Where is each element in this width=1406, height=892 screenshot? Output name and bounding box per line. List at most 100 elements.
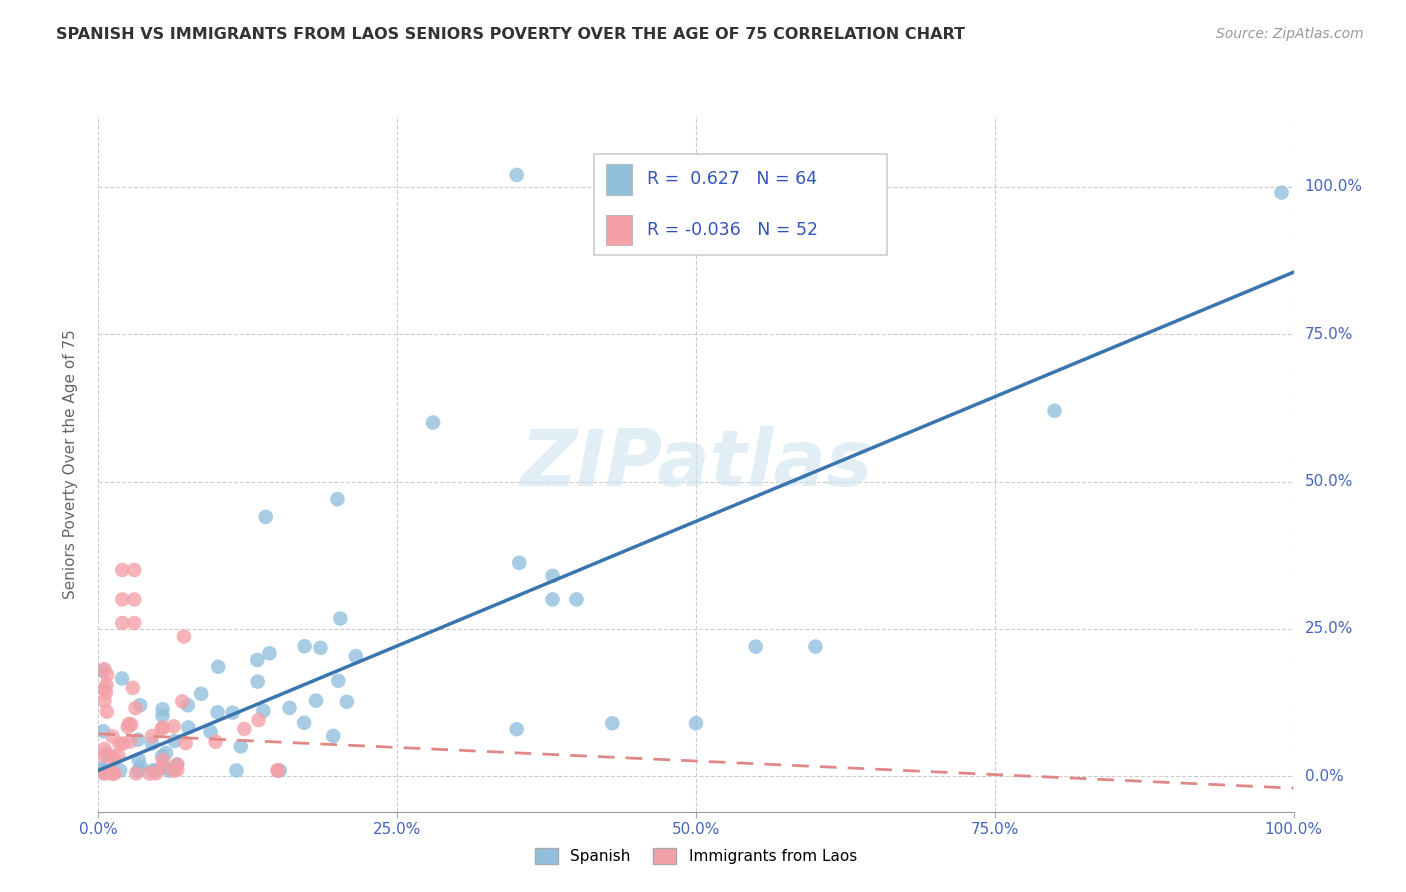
Point: [292, 715, 315, 730]
Point: [336, 695, 359, 709]
Point: [329, 611, 352, 625]
Point: [207, 706, 229, 720]
Point: [90, 761, 112, 775]
Point: [745, 640, 768, 654]
Point: [91, 764, 114, 778]
Point: [103, 766, 125, 780]
Point: [129, 698, 152, 713]
Point: [96, 678, 118, 692]
Point: [508, 556, 530, 570]
Point: [93, 694, 115, 708]
Point: [152, 753, 174, 767]
Point: [804, 640, 827, 654]
Point: [127, 732, 149, 747]
Point: [125, 766, 148, 780]
Point: [207, 660, 229, 674]
Point: [93, 748, 115, 763]
Point: [177, 698, 200, 713]
Point: [103, 766, 125, 780]
Point: [124, 615, 146, 630]
Point: [152, 702, 174, 716]
Point: [117, 720, 139, 734]
Point: [177, 721, 200, 735]
Text: SPANISH VS IMMIGRANTS FROM LAOS SENIORS POVERTY OVER THE AGE OF 75 CORRELATION C: SPANISH VS IMMIGRANTS FROM LAOS SENIORS …: [56, 27, 966, 42]
Point: [166, 757, 188, 772]
Point: [541, 569, 564, 583]
Point: [138, 766, 160, 780]
Y-axis label: Seniors Poverty Over the Age of 75: Seniors Poverty Over the Age of 75: [63, 329, 77, 599]
Point: [685, 716, 707, 731]
Point: [163, 719, 186, 733]
Point: [145, 766, 167, 780]
Point: [246, 674, 269, 689]
Point: [506, 168, 529, 182]
Point: [93, 681, 115, 696]
Text: 25.0%: 25.0%: [1305, 622, 1353, 636]
Point: [204, 735, 226, 749]
Point: [94, 764, 117, 778]
Point: [328, 673, 350, 688]
Point: [124, 592, 146, 607]
Text: 100.0%: 100.0%: [1305, 179, 1362, 194]
Point: [259, 646, 281, 660]
Point: [152, 708, 174, 723]
Point: [153, 760, 176, 774]
Point: [254, 509, 277, 524]
Point: [247, 713, 270, 727]
Point: [107, 749, 129, 764]
Point: [1043, 404, 1066, 418]
Point: [166, 763, 188, 777]
Point: [326, 492, 349, 507]
Point: [141, 764, 163, 778]
Text: 0.0%: 0.0%: [1305, 769, 1343, 784]
Point: [229, 739, 252, 754]
Point: [93, 766, 115, 780]
Point: [225, 764, 247, 778]
Point: [157, 764, 180, 778]
Point: [124, 563, 146, 577]
Point: [309, 640, 332, 655]
Point: [267, 764, 290, 778]
Point: [128, 764, 150, 778]
Point: [96, 747, 118, 761]
Point: [118, 717, 141, 731]
Text: Source: ZipAtlas.com: Source: ZipAtlas.com: [1216, 27, 1364, 41]
Point: [173, 630, 195, 644]
Point: [174, 736, 197, 750]
Point: [96, 668, 118, 682]
Point: [100, 766, 122, 780]
Text: ZIPatlas: ZIPatlas: [520, 425, 872, 502]
Point: [111, 737, 134, 751]
Point: [145, 764, 167, 778]
Point: [163, 734, 186, 748]
Point: [129, 760, 152, 774]
Legend: Spanish, Immigrants from Laos: Spanish, Immigrants from Laos: [529, 842, 863, 871]
Point: [94, 686, 117, 700]
Point: [278, 701, 301, 715]
Point: [269, 764, 291, 778]
Text: R =  0.627   N = 64: R = 0.627 N = 64: [647, 170, 817, 188]
Point: [246, 653, 269, 667]
Point: [200, 724, 222, 739]
Point: [252, 704, 274, 718]
Point: [322, 729, 344, 743]
Text: 75.0%: 75.0%: [1305, 326, 1353, 342]
Point: [101, 730, 124, 744]
Point: [91, 664, 114, 678]
Point: [541, 592, 564, 607]
Point: [108, 737, 131, 751]
Text: R = -0.036   N = 52: R = -0.036 N = 52: [647, 221, 818, 239]
Point: [565, 592, 588, 607]
Point: [111, 672, 134, 686]
Point: [141, 737, 163, 751]
Bar: [606, 215, 633, 245]
Point: [103, 752, 125, 766]
Point: [150, 760, 173, 774]
Point: [108, 764, 131, 778]
Point: [111, 615, 134, 630]
Text: 50.0%: 50.0%: [1305, 474, 1353, 489]
Point: [96, 705, 118, 719]
Point: [267, 764, 290, 778]
Point: [120, 734, 142, 748]
Point: [93, 742, 115, 756]
